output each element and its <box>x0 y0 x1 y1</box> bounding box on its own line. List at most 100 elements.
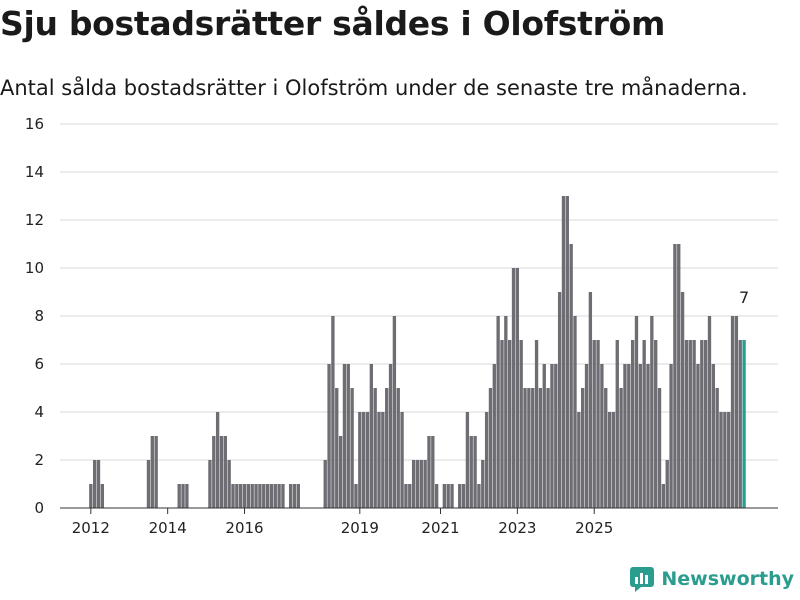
bar <box>434 484 439 508</box>
newsworthy-logo-icon <box>630 567 655 592</box>
bar <box>423 460 427 508</box>
bar <box>719 412 723 508</box>
bar <box>504 316 508 508</box>
grid-lines <box>60 123 778 509</box>
bar <box>496 316 500 508</box>
bar <box>350 388 354 508</box>
y-tick-label: 6 <box>34 355 44 373</box>
bar <box>657 388 662 508</box>
y-tick-label: 14 <box>25 163 44 181</box>
bar <box>331 316 335 508</box>
bar <box>527 388 531 508</box>
bar <box>477 484 481 508</box>
bar <box>715 388 719 508</box>
bar <box>619 388 623 508</box>
bar <box>665 460 669 508</box>
bar <box>385 388 389 508</box>
bar <box>361 412 366 508</box>
bar <box>542 364 546 508</box>
x-tick-label: 2016 <box>225 519 263 537</box>
bar <box>215 412 220 508</box>
bar <box>342 364 347 508</box>
bar <box>546 388 550 508</box>
bar <box>219 436 224 508</box>
chart-title: Sju bostadsrätter såldes i Olofström <box>0 4 666 43</box>
bar <box>388 364 393 508</box>
bar <box>354 484 358 508</box>
bar <box>569 244 573 508</box>
bar <box>242 484 247 508</box>
bar <box>703 340 708 508</box>
bar <box>446 484 450 508</box>
y-tick-label: 4 <box>34 403 44 421</box>
bar <box>212 436 216 508</box>
bar <box>223 436 227 508</box>
bar <box>677 244 681 508</box>
bar <box>684 340 689 508</box>
bar <box>473 436 477 508</box>
bar <box>254 484 258 508</box>
bar <box>262 484 266 508</box>
bar <box>408 484 412 508</box>
bar <box>515 268 520 508</box>
bar <box>181 484 185 508</box>
y-tick-label: 2 <box>34 451 44 469</box>
x-tick-label: 2014 <box>149 519 187 537</box>
bar <box>680 292 685 508</box>
bar <box>269 484 274 508</box>
bar <box>554 364 558 508</box>
bar <box>650 316 654 508</box>
bar <box>519 340 523 508</box>
bar <box>231 484 235 508</box>
bar <box>273 484 277 508</box>
bar <box>550 364 554 508</box>
bar <box>96 460 101 508</box>
bar <box>258 484 262 508</box>
bar <box>577 412 581 508</box>
bar <box>600 364 604 508</box>
bar <box>561 196 566 508</box>
bar <box>557 292 562 508</box>
bar <box>607 412 612 508</box>
bar <box>630 340 635 508</box>
bar <box>288 484 293 508</box>
bar <box>442 484 447 508</box>
bar <box>511 268 516 508</box>
bar <box>400 412 404 508</box>
bar <box>150 436 154 508</box>
bar <box>373 388 377 508</box>
bar <box>661 484 666 508</box>
bar <box>92 460 97 508</box>
bar <box>646 364 650 508</box>
brand-name: Newsworthy <box>661 568 794 590</box>
bar <box>573 316 577 508</box>
bar <box>565 196 569 508</box>
bar <box>611 412 616 508</box>
y-axis: 0 2 4 6 8 10 12 14 16 <box>25 115 44 517</box>
bar <box>146 460 151 508</box>
bar <box>654 340 658 508</box>
bar <box>534 340 539 508</box>
bar <box>738 340 742 508</box>
y-tick-label: 10 <box>25 259 44 277</box>
bar <box>239 484 243 508</box>
bar <box>358 412 362 508</box>
bar <box>465 412 470 508</box>
bar <box>415 460 420 508</box>
bar <box>431 436 435 508</box>
bar <box>615 340 619 508</box>
bar <box>100 484 105 508</box>
bar <box>296 484 300 508</box>
x-tick-label: 2023 <box>498 519 536 537</box>
bar <box>327 364 331 508</box>
bar <box>700 340 704 508</box>
bar <box>538 388 543 508</box>
bar <box>596 340 600 508</box>
bar <box>488 388 493 508</box>
x-tick-label: 2021 <box>421 519 459 537</box>
bar <box>711 364 716 508</box>
bar <box>638 364 642 508</box>
bar <box>208 460 212 508</box>
bar <box>469 436 473 508</box>
bar <box>627 364 631 508</box>
